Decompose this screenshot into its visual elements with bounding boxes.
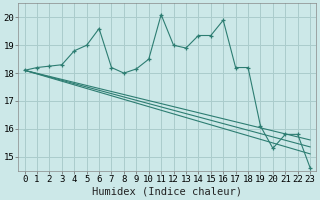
- X-axis label: Humidex (Indice chaleur): Humidex (Indice chaleur): [92, 187, 242, 197]
